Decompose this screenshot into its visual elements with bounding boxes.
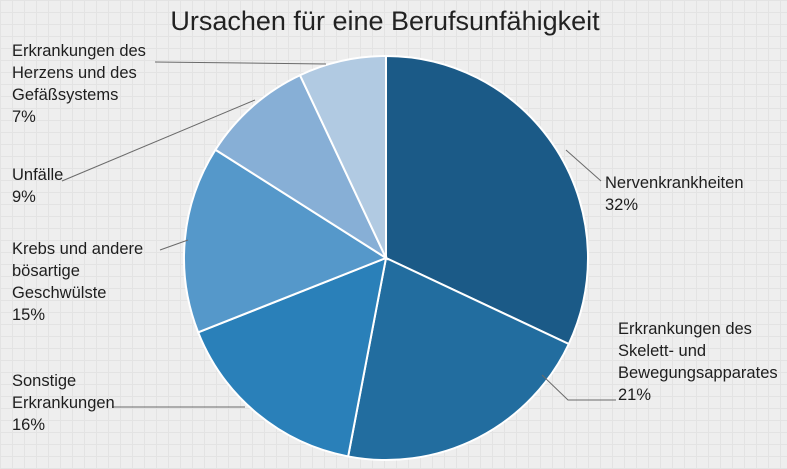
slice-label-line: Skelett- und <box>618 342 706 360</box>
pie-slice <box>214 73 389 261</box>
slice-label: Erkrankungen des Skelett- und Bewegungsapp… <box>618 320 778 404</box>
slice-label: Erkrankungen des Herzens und des Gefäßsyst… <box>12 42 146 126</box>
slice-label-line: Herzens und des <box>12 64 137 82</box>
slice-label-line: Bewegungsapparates <box>618 364 778 382</box>
leader-line <box>159 239 189 251</box>
pie-slice <box>385 54 589 346</box>
slice-label-line: Sonstige <box>12 372 76 390</box>
slice-value-label: 21% <box>618 386 651 404</box>
slice-label-line: Erkrankungen des <box>618 320 752 338</box>
slice-label-line: Nervenkrankheiten <box>605 174 744 192</box>
slice-labels: Nervenkrankheiten 32% Erkrankungen des Skel… <box>12 42 778 434</box>
chart-title: Ursachen für eine Berufsunfähigkeit <box>170 6 600 36</box>
pie-slice <box>196 256 388 458</box>
slice-value-label: 15% <box>12 306 45 324</box>
leader-line <box>565 149 602 182</box>
slice-value-label: 9% <box>12 188 36 206</box>
slice-label-line: Krebs und andere <box>12 240 143 258</box>
slice-value-label: 16% <box>12 416 45 434</box>
slice-label-line: Unfälle <box>12 166 63 184</box>
slice-label-line: Geschwülste <box>12 284 106 302</box>
slice-label-line: Gefäßsystems <box>12 86 118 104</box>
pie-slice <box>346 256 571 461</box>
slice-value-label: 7% <box>12 108 36 126</box>
leader-line <box>154 61 327 65</box>
slice-label: Unfälle 9% <box>12 166 63 206</box>
leader-lines <box>61 61 616 408</box>
slice-label-line: Erkrankungen des <box>12 42 146 60</box>
pie-slice <box>298 54 387 259</box>
slice-label: Krebs und andere bösartige Geschwülste 15% <box>12 240 143 324</box>
slice-value-label: 32% <box>605 196 638 214</box>
slice-label-line: bösartige <box>12 262 80 280</box>
slice-label-line: Erkrankungen <box>12 394 115 412</box>
pie-slice <box>183 148 389 334</box>
pie-slices <box>183 54 589 461</box>
slice-label: Nervenkrankheiten 32% <box>605 174 744 214</box>
leader-line <box>541 374 616 401</box>
leader-line <box>61 99 256 182</box>
slice-label: Sonstige Erkrankungen 16% <box>12 372 115 434</box>
